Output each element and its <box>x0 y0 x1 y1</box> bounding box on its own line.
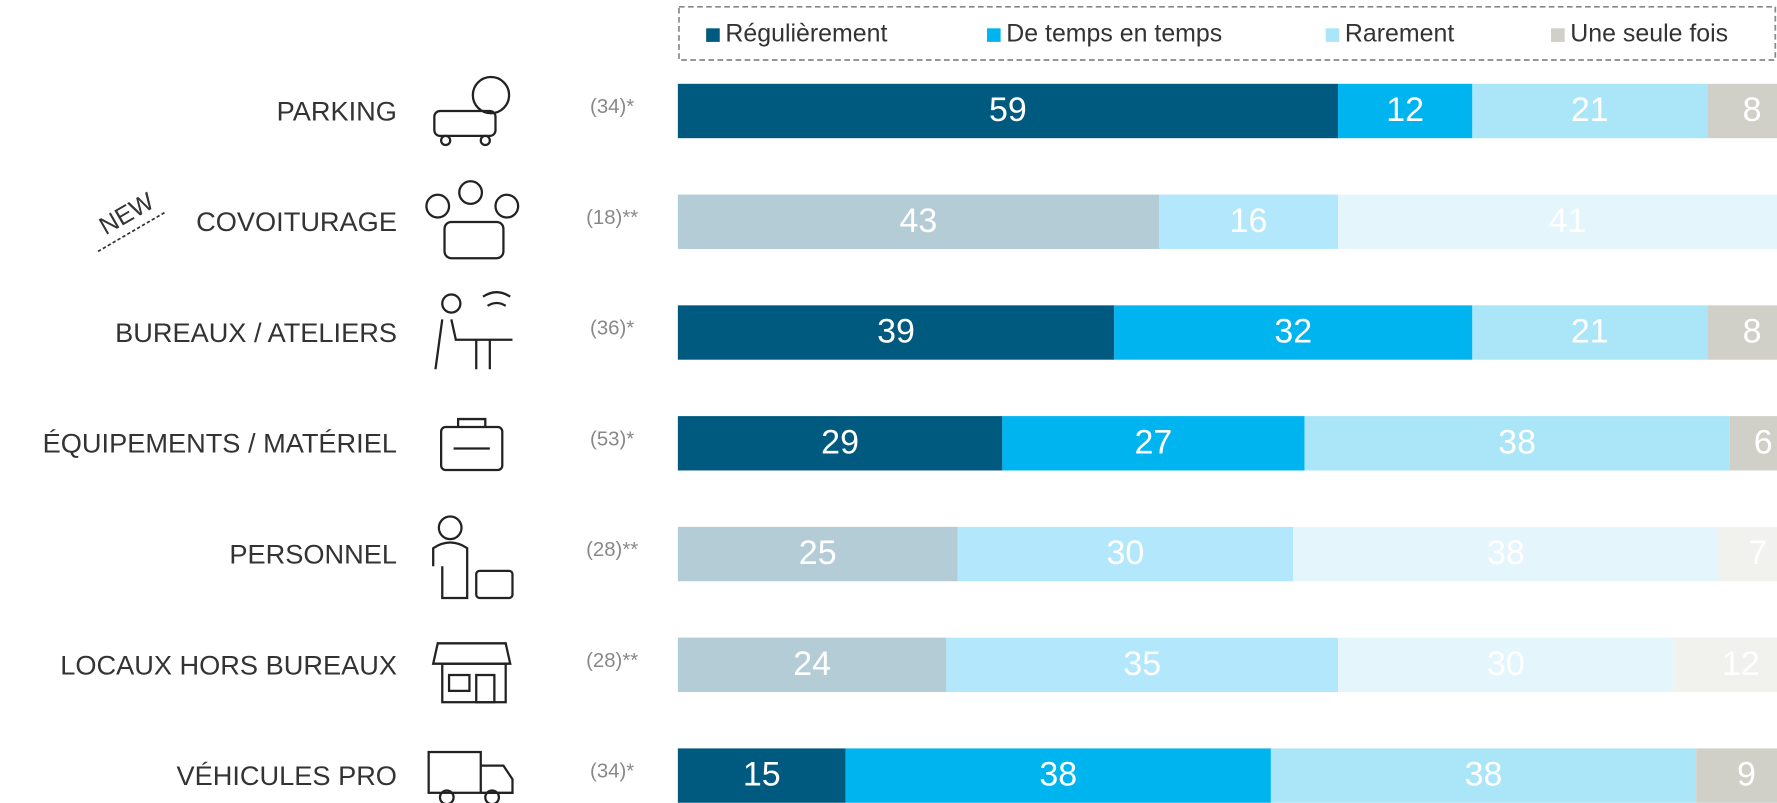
bar-segment <box>1114 305 1473 360</box>
bar-segment <box>1472 305 1708 360</box>
legend-swatch <box>706 28 720 42</box>
legend-label: Rarement <box>1345 20 1454 48</box>
value-label: 30 <box>1107 534 1145 572</box>
legend-swatch <box>1551 28 1565 42</box>
category-label: COVOITURAGE <box>196 206 397 237</box>
bar-segment <box>1673 637 1777 693</box>
bar-segment <box>1729 416 1777 471</box>
legend-label: De temps en temps <box>1006 20 1222 48</box>
bar-segment <box>1293 526 1719 582</box>
value-label: 43 <box>900 202 938 240</box>
legend-swatch <box>987 28 1001 42</box>
value-label: 24 <box>793 645 831 683</box>
value-label: 35 <box>1123 645 1161 683</box>
bar-segment <box>677 194 1160 249</box>
bar-segment <box>1002 416 1305 471</box>
bar-segment <box>845 748 1271 803</box>
bar-segment <box>1338 637 1674 693</box>
value-label: 9 <box>1737 756 1756 794</box>
bar-segment <box>1718 526 1777 582</box>
value-label: 6 <box>1754 423 1773 461</box>
bar-segment <box>946 637 1339 693</box>
value-label: 8 <box>1743 91 1762 129</box>
legend-label: Régulièrement <box>725 20 887 48</box>
value-label: 8 <box>1743 313 1762 351</box>
bar-segment <box>1338 194 1777 249</box>
value-label: 32 <box>1274 313 1312 351</box>
value-label: 12 <box>1386 91 1424 129</box>
legend-swatch <box>1325 28 1340 42</box>
annotation-underline <box>97 211 167 253</box>
base-label: (34)* <box>590 96 634 118</box>
value-label: 38 <box>1465 756 1503 794</box>
base-label: (36)* <box>590 318 634 340</box>
bar-segment <box>1270 748 1697 803</box>
value-label: 38 <box>1039 756 1077 794</box>
value-label: 29 <box>821 423 859 461</box>
category-label: PERSONNEL <box>229 539 397 570</box>
bar-segment <box>1707 305 1777 360</box>
value-label: 21 <box>1571 313 1609 351</box>
value-label: 41 <box>1549 202 1587 240</box>
bar-segment <box>957 526 1294 582</box>
base-label: (18)** <box>586 207 638 229</box>
value-label: 39 <box>877 313 915 351</box>
legend-label: Une seule fois <box>1570 20 1728 48</box>
value-label: 15 <box>743 756 781 794</box>
bar-segment <box>1338 83 1473 139</box>
bar-segment <box>677 305 1115 360</box>
category-label: LOCAUX HORS BUREAUX <box>60 649 397 680</box>
new-annotation: NEW <box>95 187 160 241</box>
bar-segment <box>1696 748 1777 803</box>
value-label: 30 <box>1487 645 1525 683</box>
category-label: BUREAUX / ATELIERS <box>115 317 397 348</box>
bar-segment <box>1159 194 1339 249</box>
category-label: VÉHICULES PRO <box>177 760 397 791</box>
value-label: 16 <box>1230 202 1268 240</box>
icons <box>425 75 520 803</box>
value-label: 21 <box>1571 91 1609 129</box>
base-label: (28)** <box>586 539 638 561</box>
value-label: 27 <box>1135 423 1173 461</box>
legend-box <box>678 5 1777 61</box>
bar-segment <box>1304 416 1730 471</box>
value-label: 59 <box>989 91 1027 129</box>
bar-segment <box>677 416 1003 471</box>
value-label: 12 <box>1722 645 1760 683</box>
base-label: (28)** <box>586 650 638 672</box>
bar-segment <box>1707 83 1777 139</box>
category-label: PARKING <box>277 95 397 126</box>
base-label: (34)* <box>590 761 634 783</box>
bar-segment <box>677 748 846 803</box>
value-label: 7 <box>1748 534 1767 572</box>
value-label: 38 <box>1498 423 1536 461</box>
value-label: 25 <box>799 534 837 572</box>
bar-segment <box>1472 83 1708 139</box>
bar-segment <box>677 83 1339 139</box>
category-label: ÉQUIPEMENTS / MATÉRIEL <box>43 428 397 459</box>
value-label: 38 <box>1487 534 1525 572</box>
base-label: (53)* <box>590 428 634 450</box>
bar-segment <box>677 637 947 693</box>
bar-segment <box>677 526 958 582</box>
